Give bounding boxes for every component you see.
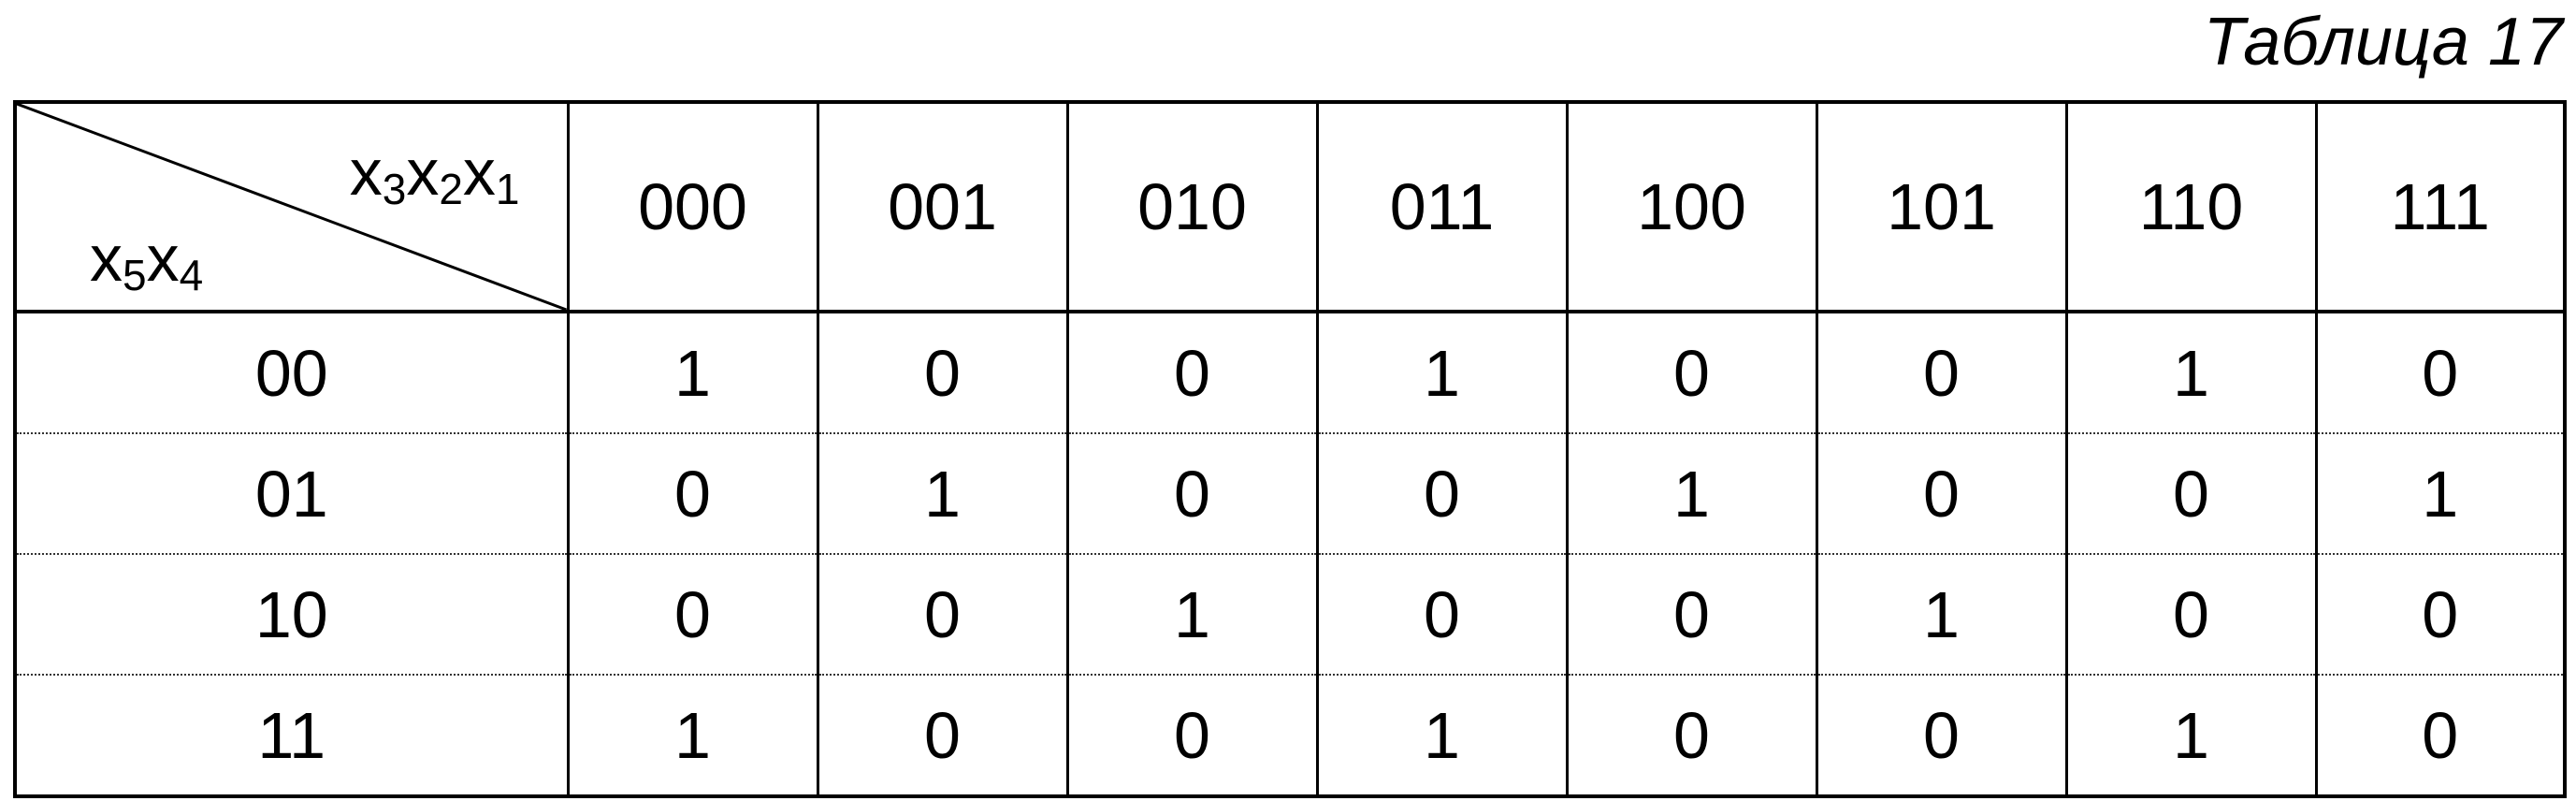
table-row: 11 1 0 0 1 0 0 1 0 xyxy=(13,675,2565,796)
column-variables-label: x3x2x1 xyxy=(350,139,520,211)
table-cell: 0 xyxy=(1565,675,1816,796)
table-row: 10 0 0 1 0 0 1 0 0 xyxy=(13,554,2565,676)
table-cell: 0 xyxy=(566,554,818,676)
table-cell: 0 xyxy=(1065,433,1317,555)
var-x1-base: x xyxy=(462,136,496,209)
var-x5-base: x xyxy=(90,222,123,295)
var-x3-base: x xyxy=(349,136,383,209)
table-cell: 0 xyxy=(2064,433,2316,555)
var-x4-sub: 4 xyxy=(179,251,204,300)
table-cell: 0 xyxy=(1315,433,1567,555)
var-x5-sub: 5 xyxy=(123,251,147,300)
table-cell: 1 xyxy=(1565,433,1816,555)
corner-diagonal xyxy=(17,104,567,310)
table-cell: 0 xyxy=(1565,312,1816,434)
table-cell: 0 xyxy=(816,554,1067,676)
table-cell: 0 xyxy=(1815,433,2066,555)
table-cell: 1 xyxy=(566,312,818,434)
table-caption: Таблица 17 xyxy=(2203,5,2563,80)
row-header: 00 xyxy=(13,312,568,434)
table-cell: 0 xyxy=(2314,554,2565,676)
corner-cell: x3x2x1 x5x4 xyxy=(13,102,568,313)
var-x2-base: x xyxy=(406,136,440,209)
header-row: x3x2x1 x5x4 000 001 010 011 100 101 110 … xyxy=(13,102,2565,313)
row-variables-label: x5x4 xyxy=(90,226,203,297)
table-cell: 1 xyxy=(2064,312,2316,434)
table-cell: 0 xyxy=(1815,312,2066,434)
var-x3-sub: 3 xyxy=(382,165,407,214)
table-row: 00 1 0 0 1 0 0 1 0 xyxy=(13,312,2565,434)
table-cell: 1 xyxy=(1065,554,1317,676)
table-row: 01 0 1 0 0 1 0 0 1 xyxy=(13,433,2565,555)
table-cell: 0 xyxy=(2064,554,2316,676)
row-header: 10 xyxy=(13,554,568,676)
table-cell: 1 xyxy=(1315,312,1567,434)
column-header: 010 xyxy=(1065,102,1317,313)
column-header: 001 xyxy=(816,102,1067,313)
table-cell: 0 xyxy=(816,675,1067,796)
table-cell: 1 xyxy=(1315,675,1567,796)
table-cell: 0 xyxy=(1815,675,2066,796)
table-cell: 0 xyxy=(1315,554,1567,676)
column-header: 000 xyxy=(566,102,818,313)
table-cell: 0 xyxy=(1065,675,1317,796)
table-cell: 0 xyxy=(1565,554,1816,676)
var-x2-sub: 2 xyxy=(439,165,463,214)
row-header: 11 xyxy=(13,675,568,796)
table-cell: 0 xyxy=(2314,312,2565,434)
table-cell: 1 xyxy=(1815,554,2066,676)
var-x4-base: x xyxy=(146,222,180,295)
column-header: 101 xyxy=(1815,102,2066,313)
table-cell: 0 xyxy=(566,433,818,555)
table-cell: 1 xyxy=(816,433,1067,555)
var-x1-sub: 1 xyxy=(495,165,520,214)
table-cell: 1 xyxy=(566,675,818,796)
column-header: 011 xyxy=(1315,102,1567,313)
table-cell: 1 xyxy=(2064,675,2316,796)
table-cell: 0 xyxy=(1065,312,1317,434)
row-header: 01 xyxy=(13,433,568,555)
column-header: 110 xyxy=(2064,102,2316,313)
table-cell: 1 xyxy=(2314,433,2565,555)
column-header: 111 xyxy=(2314,102,2565,313)
table-cell: 0 xyxy=(2314,675,2565,796)
truth-table: x3x2x1 x5x4 000 001 010 011 100 101 110 … xyxy=(13,100,2567,798)
table-cell: 0 xyxy=(816,312,1067,434)
column-header: 100 xyxy=(1565,102,1816,313)
